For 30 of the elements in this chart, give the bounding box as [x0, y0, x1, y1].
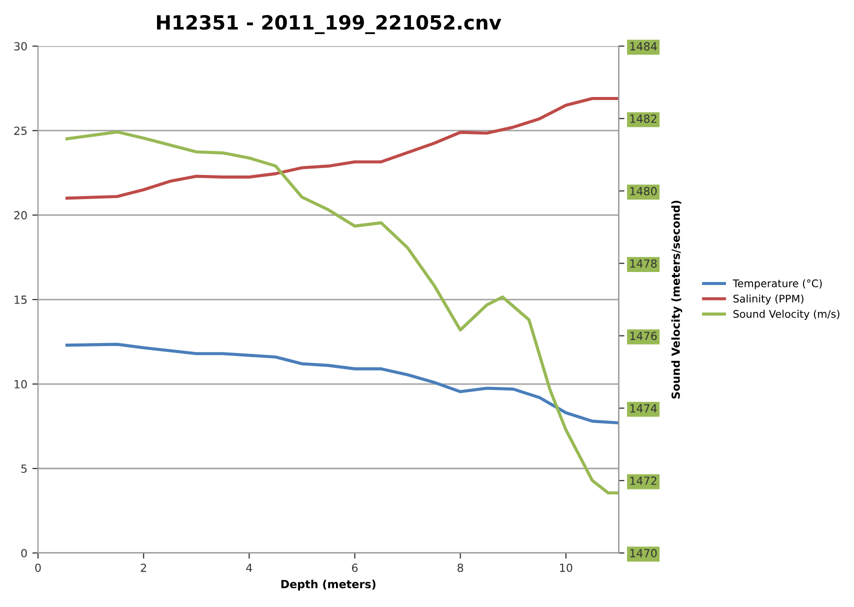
chart-title: H12351 - 2011_199_221052.cnv — [157, 15, 502, 34]
y-tick-label: 10 — [14, 380, 27, 388]
x-tick-label: 2 — [140, 564, 146, 572]
y2-tick-label: 1472 — [630, 476, 656, 485]
x-tick-label: 10 — [560, 564, 572, 572]
y2-tick-label: 1482 — [630, 114, 656, 123]
y-tick-label: 25 — [14, 126, 27, 135]
line-series — [66, 130, 619, 494]
x-tick-label: 4 — [246, 564, 252, 572]
y2-tick-label: 1476 — [630, 332, 657, 340]
y2-tick-label: 1484 — [630, 42, 657, 51]
line-series — [66, 342, 619, 424]
y-tick-label: 20 — [14, 211, 27, 220]
y-tick-label: 15 — [14, 296, 27, 304]
x-tick-label: 0 — [35, 564, 41, 572]
x-axis-title: Depth (meters) — [281, 580, 376, 590]
y2-axis-title: Sound Velocity (meters/second) — [671, 200, 682, 399]
line-series — [66, 96, 619, 200]
x-tick-label: 8 — [458, 564, 464, 572]
y-tick-label: 5 — [21, 464, 27, 473]
legend-label: Sound Velocity (m/s) — [733, 310, 840, 320]
y2-tick-label: 1480 — [630, 186, 657, 196]
x-tick-label: 6 — [352, 564, 358, 572]
y-tick-label: 30 — [14, 42, 27, 51]
y2-tick-label: 1470 — [630, 548, 657, 558]
legend-label: Temperature (°C) — [732, 279, 822, 290]
y-tick-label: 0 — [21, 548, 27, 558]
y2-tick-label: 1478 — [630, 259, 657, 268]
legend-label: Salinity (PPM) — [733, 294, 804, 305]
y2-tick-label: 1474 — [630, 404, 657, 412]
